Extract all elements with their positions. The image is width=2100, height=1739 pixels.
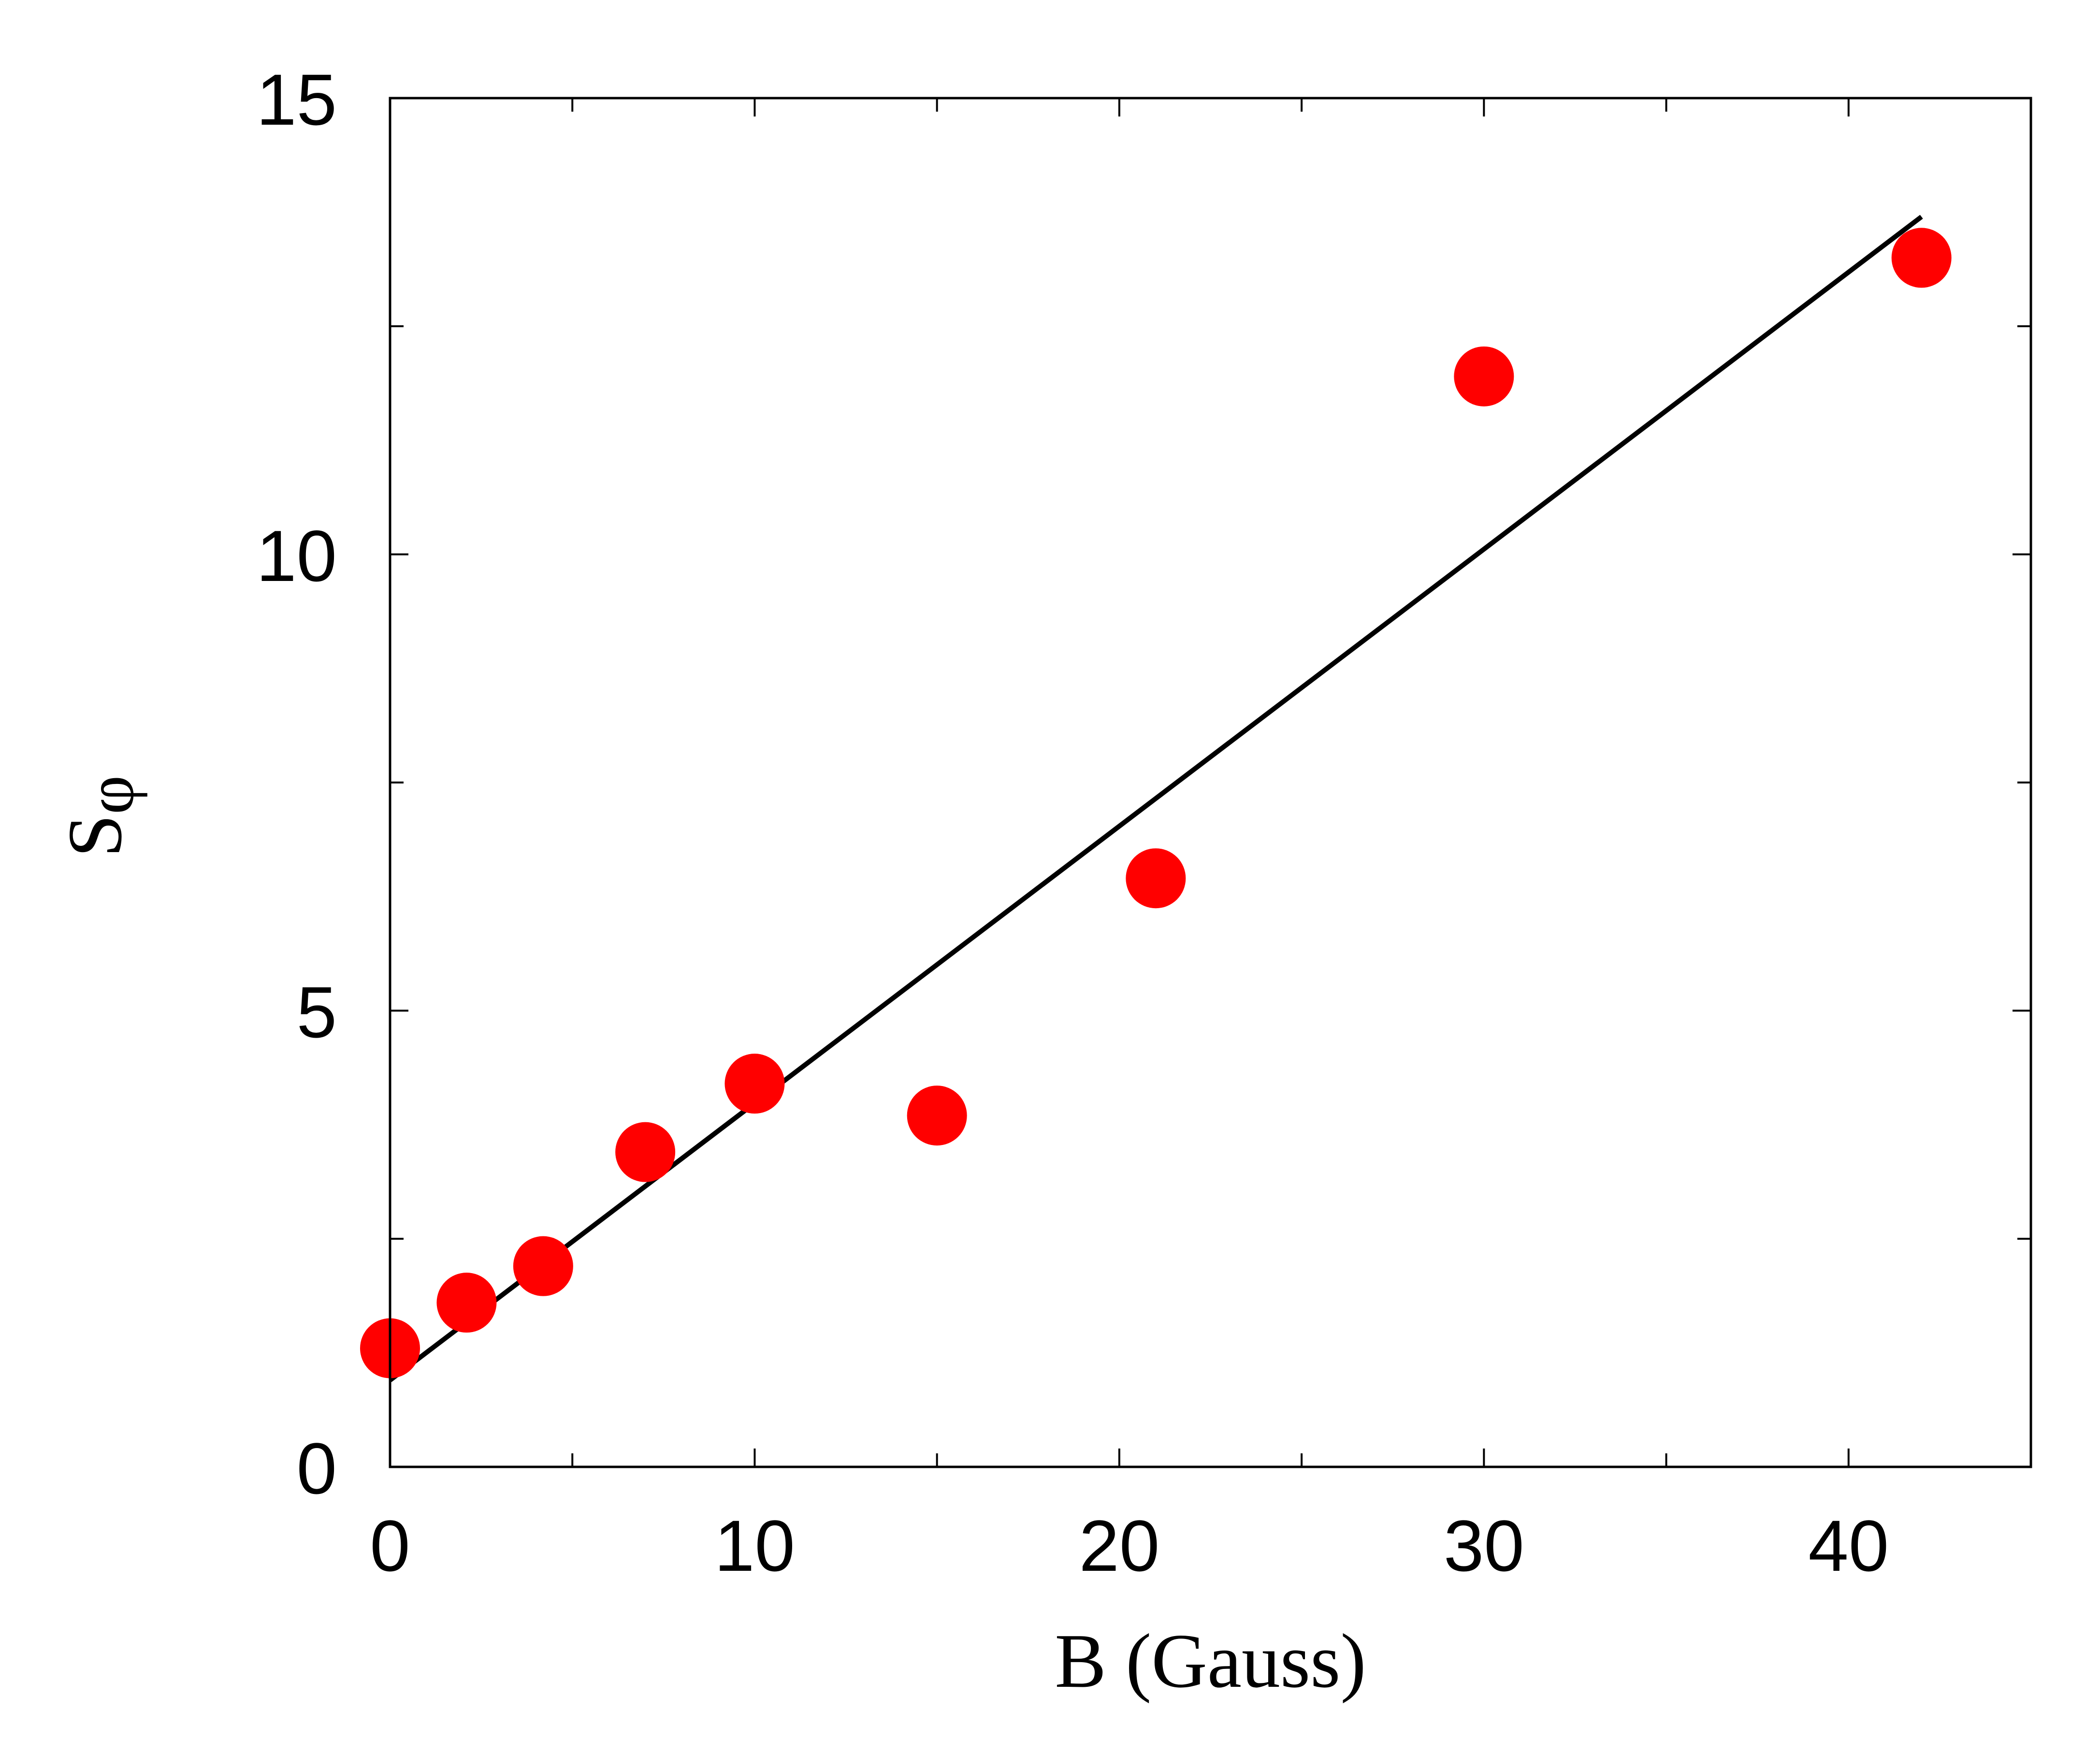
y-axis-label: Sφ	[52, 775, 148, 857]
y-tick-label: 0	[297, 1428, 337, 1509]
y-axis-label-subscript: φ	[73, 775, 148, 814]
x-tick-label: 20	[1079, 1505, 1159, 1586]
data-point	[724, 1054, 785, 1114]
x-axis-label: B (Gauss)	[1055, 1618, 1366, 1704]
axis-ticks	[389, 97, 2031, 1468]
data-point	[615, 1122, 676, 1182]
y-tick-label: 5	[297, 971, 337, 1053]
y-axis-label-main: S	[52, 814, 138, 857]
data-point	[1454, 346, 1514, 406]
x-tick-label: 40	[1808, 1505, 1889, 1586]
y-tick-label: 15	[256, 59, 337, 140]
fit-line-layer	[388, 215, 1923, 1382]
data-points	[360, 228, 1952, 1378]
x-tick-label: 10	[714, 1505, 795, 1586]
data-point	[1126, 848, 1186, 909]
y-tick-label: 10	[256, 515, 337, 596]
data-point	[513, 1236, 573, 1296]
data-point	[1891, 228, 1952, 288]
data-point	[436, 1273, 497, 1333]
fit-line	[388, 215, 1923, 1382]
data-point	[907, 1086, 967, 1146]
plot-frame	[389, 97, 2032, 1468]
tick-labels: 0 10 20 30 40 0 5 10 15	[256, 59, 1889, 1586]
x-tick-label: 30	[1444, 1505, 1524, 1586]
x-tick-label: 0	[370, 1505, 410, 1586]
